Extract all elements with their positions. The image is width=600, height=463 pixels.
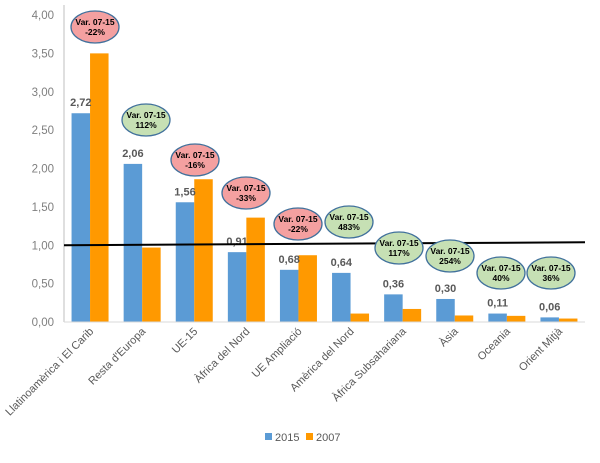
variation-bubble [221, 176, 271, 210]
bar-2007 [402, 308, 422, 322]
variation-label: Var. 07-15 [175, 150, 215, 160]
bar-2007 [90, 53, 109, 322]
x-tick-label: Àsia [437, 324, 462, 349]
bar-2007 [142, 247, 161, 322]
legend-label-2015: 2015 [275, 432, 299, 444]
variation-label: Var. 07-15 [531, 263, 571, 273]
variation-value: -16% [185, 160, 205, 170]
bar-2015 [71, 113, 91, 323]
bar-2015 [384, 294, 403, 322]
x-tick-label: Oceania [476, 325, 514, 363]
variation-value: 483% [338, 222, 360, 232]
variation-bubble [121, 103, 171, 137]
bar-2015 [540, 317, 559, 322]
legend-label-2007: 2007 [316, 432, 340, 444]
x-tick-label: UE Ampliació [250, 326, 305, 381]
x-tick-label: Orient Mitjà [517, 325, 566, 374]
variation-value: -22% [288, 224, 308, 234]
variation-bubble [324, 205, 374, 239]
bar-2015 [436, 298, 455, 322]
data-label-2015: 0,11 [487, 298, 508, 310]
variation-bubble [70, 10, 120, 44]
variation-value: 36% [542, 273, 559, 283]
bar-2007 [454, 315, 474, 322]
data-label-2015: 0,91 [226, 236, 247, 248]
variation-bubble [476, 256, 526, 290]
variation-bubble [273, 207, 323, 241]
variation-label: Var. 07-15 [226, 183, 266, 193]
reference-line [63, 241, 586, 247]
variation-label: Var. 07-15 [278, 214, 318, 224]
variation-label: Var. 07-15 [126, 110, 166, 120]
y-tick-label: 3,00 [32, 87, 54, 99]
variation-value: 112% [135, 120, 157, 130]
bar-2015 [279, 269, 299, 322]
y-tick-label: 1,00 [32, 240, 54, 252]
variation-value: -33% [236, 193, 256, 203]
x-tick-label: Llatinoamèrica i El Carib [3, 326, 96, 419]
data-label-2015: 0,36 [383, 278, 404, 290]
bar-2007 [298, 255, 317, 322]
y-tick-label: 2,00 [32, 164, 54, 176]
bar-2015 [227, 252, 247, 322]
variation-value: 254% [439, 256, 461, 266]
variation-bubble [425, 239, 475, 273]
bar-2015 [488, 313, 507, 322]
variation-label: Var. 07-15 [379, 238, 419, 248]
data-label-2015: 2,06 [122, 148, 143, 160]
variation-bubble [526, 256, 576, 290]
variation-value: -22% [85, 27, 105, 37]
x-tick-label: UE-15 [170, 326, 201, 357]
bar-2007 [558, 318, 578, 322]
bar-2007 [350, 313, 370, 322]
legend-swatch-2015 [265, 433, 272, 440]
data-label-2015: 0,68 [278, 254, 299, 266]
variation-label: Var. 07-15 [430, 246, 470, 256]
y-tick-label: 3,50 [32, 48, 54, 60]
x-tick-label: Àfrica del Nord [192, 325, 253, 386]
y-tick-label: 1,50 [32, 202, 54, 214]
data-label-2015: 0,06 [539, 301, 560, 313]
data-label-2015: 0,30 [435, 283, 456, 295]
bar-2015 [332, 272, 351, 322]
bar-2015 [123, 163, 143, 322]
variation-label: Var. 07-15 [481, 263, 521, 273]
bar-2007 [506, 315, 526, 322]
variation-label: Var. 07-15 [329, 212, 369, 222]
data-label-2015: 2,72 [70, 97, 91, 109]
variation-value: 117% [388, 248, 410, 258]
variation-label: Var. 07-15 [75, 17, 115, 27]
legend-swatch-2007 [306, 433, 313, 440]
bar-2007 [194, 179, 213, 322]
data-label-2015: 0,64 [331, 257, 353, 269]
bar-2015 [175, 202, 195, 322]
y-tick-label: 0,50 [32, 279, 54, 291]
y-tick-label: 0,00 [32, 317, 54, 329]
bar-2007 [246, 217, 265, 322]
y-tick-label: 4,00 [32, 10, 54, 22]
variation-bubble [374, 231, 424, 265]
variation-value: 40% [492, 273, 509, 283]
variation-bubble [170, 143, 220, 177]
y-tick-label: 2,50 [32, 125, 54, 137]
data-label-2015: 1,56 [174, 186, 195, 198]
